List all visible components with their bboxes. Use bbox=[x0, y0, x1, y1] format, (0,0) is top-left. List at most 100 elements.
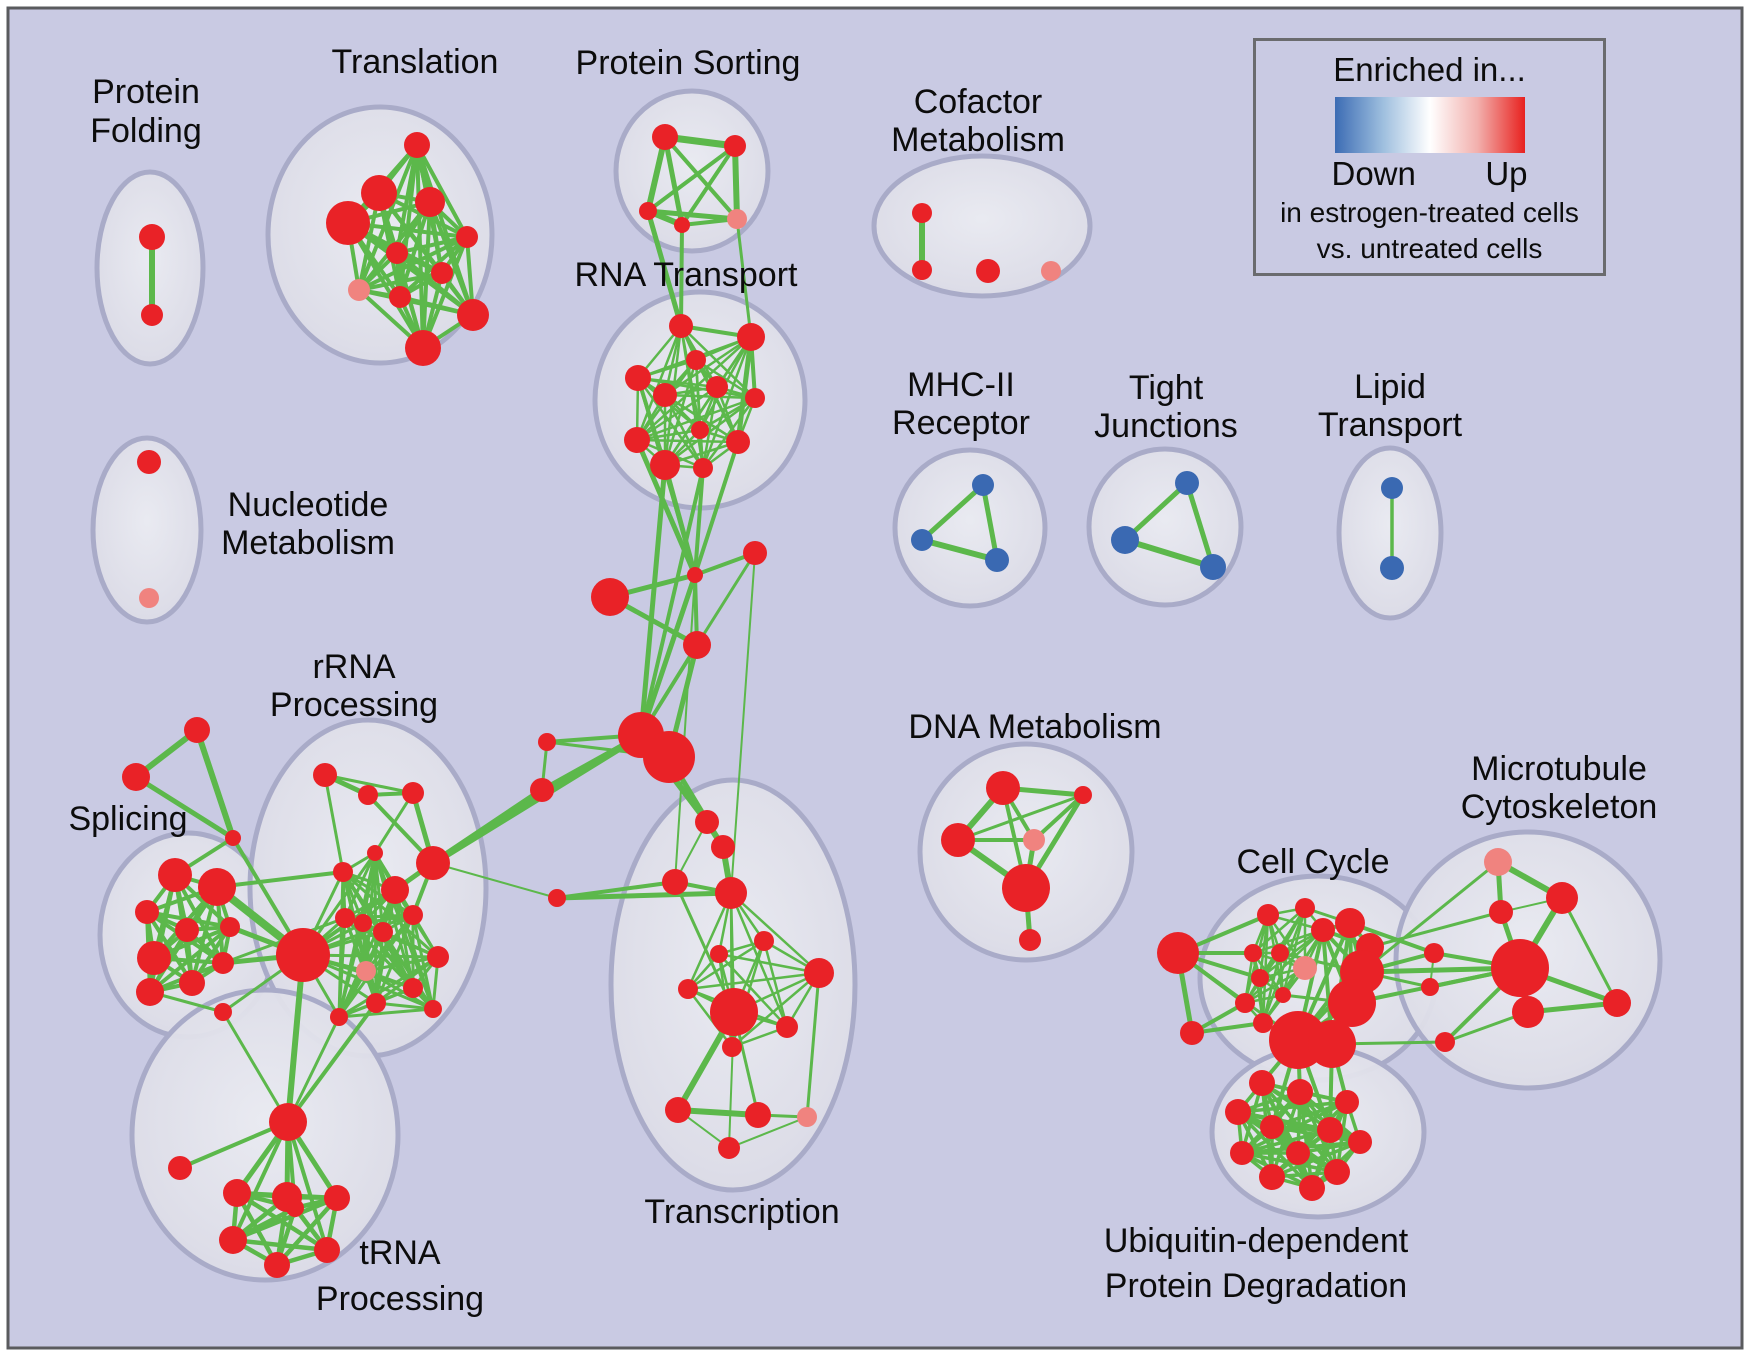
edge bbox=[693, 440, 740, 577]
edge bbox=[919, 482, 986, 543]
node-rr10 bbox=[403, 905, 423, 925]
node-tx15 bbox=[718, 1137, 740, 1159]
edge bbox=[373, 791, 415, 855]
node-u5 bbox=[1317, 1117, 1343, 1143]
cluster-translation-label: Translation bbox=[332, 43, 499, 81]
node-t8 bbox=[348, 279, 370, 301]
edge bbox=[701, 396, 757, 470]
edge bbox=[323, 773, 345, 874]
edge bbox=[1560, 896, 1619, 1005]
cluster-trna-processing-ellipse bbox=[129, 987, 401, 1283]
node-r8 bbox=[624, 427, 650, 453]
node-j2 bbox=[743, 541, 767, 565]
node-rr1 bbox=[313, 763, 337, 787]
node-nm2 bbox=[139, 588, 159, 608]
edge bbox=[395, 235, 469, 255]
legend-caption-line1: in estrogen-treated cells bbox=[1280, 197, 1579, 228]
node-t5 bbox=[456, 226, 478, 248]
legend-caption-line2: vs. untreated cells bbox=[1316, 233, 1543, 264]
node-tn5 bbox=[314, 1237, 340, 1263]
node-p4 bbox=[674, 217, 690, 233]
edge bbox=[357, 271, 444, 292]
edge bbox=[732, 143, 740, 222]
cluster-lipid-transport-ellipse bbox=[1336, 445, 1444, 621]
node-u2 bbox=[1287, 1079, 1313, 1105]
cluster-trna-processing-label: tRNA bbox=[359, 1234, 441, 1272]
node-nm1 bbox=[137, 450, 161, 474]
node-u9 bbox=[1259, 1164, 1285, 1190]
node-rr5 bbox=[367, 845, 383, 861]
node-c7 bbox=[1275, 987, 1291, 1003]
node-sp1 bbox=[158, 858, 192, 892]
cluster-transcription-label: Transcription bbox=[644, 1193, 839, 1231]
node-tx8 bbox=[678, 979, 698, 999]
node-m4 bbox=[1512, 996, 1544, 1028]
node-rr12 bbox=[356, 961, 376, 981]
node-tn7 bbox=[286, 1199, 304, 1217]
edge bbox=[730, 552, 756, 894]
edge bbox=[286, 1120, 329, 1252]
node-tx9 bbox=[710, 988, 758, 1036]
node-m6 bbox=[1424, 943, 1444, 963]
cluster-microtubule-cytoskeleton-label: Microtubule bbox=[1471, 750, 1647, 788]
node-rr6 bbox=[381, 876, 409, 904]
edge bbox=[432, 862, 558, 899]
edge bbox=[286, 1001, 378, 1124]
node-u1 bbox=[1249, 1070, 1275, 1096]
node-cf3 bbox=[976, 259, 1000, 283]
node-u8 bbox=[1324, 1159, 1350, 1185]
cluster-nucleotide-metabolism-label: Nucleotide bbox=[228, 486, 389, 524]
edge bbox=[762, 939, 789, 1029]
cluster-mhc-ii-receptor-label: MHC-II bbox=[907, 366, 1015, 404]
node-g2 bbox=[643, 731, 695, 783]
edge bbox=[411, 913, 435, 1011]
legend-down-label: Down bbox=[1331, 155, 1416, 192]
node-m1 bbox=[1546, 882, 1578, 914]
edge bbox=[1122, 480, 1190, 543]
node-r2 bbox=[737, 323, 765, 351]
edge bbox=[194, 727, 236, 841]
node-u6 bbox=[1230, 1141, 1254, 1165]
edge bbox=[805, 971, 821, 1119]
cluster-cofactor-metabolism-label: Cofactor bbox=[914, 83, 1043, 121]
edge bbox=[729, 891, 821, 975]
cluster-cofactor-metabolism-ellipse bbox=[871, 153, 1093, 299]
edge bbox=[679, 223, 684, 328]
node-m7 bbox=[1421, 978, 1439, 996]
node-rr2 bbox=[358, 785, 378, 805]
cluster-protein-sorting-label: Protein Sorting bbox=[576, 44, 801, 82]
node-lt1 bbox=[1381, 477, 1403, 499]
node-r11 bbox=[693, 458, 713, 478]
edge bbox=[638, 462, 668, 738]
node-rr15 bbox=[330, 1008, 348, 1026]
node-sp6 bbox=[137, 941, 171, 975]
node-d3 bbox=[941, 823, 975, 857]
node-d4 bbox=[1023, 829, 1045, 851]
node-sp7 bbox=[136, 978, 164, 1006]
edge bbox=[286, 1015, 341, 1124]
node-sp8 bbox=[179, 970, 205, 996]
edge bbox=[663, 393, 740, 444]
edge bbox=[231, 1120, 290, 1242]
edge bbox=[337, 1007, 435, 1019]
node-j4 bbox=[683, 631, 711, 659]
node-tn3 bbox=[324, 1185, 350, 1211]
cluster-protein-sorting-ellipse bbox=[613, 88, 771, 254]
edge bbox=[1270, 1100, 1349, 1179]
node-tx7 bbox=[804, 958, 834, 988]
edge bbox=[1310, 1100, 1349, 1190]
node-tn4 bbox=[219, 1226, 247, 1254]
edge bbox=[133, 774, 236, 841]
edge bbox=[415, 143, 469, 239]
edge bbox=[686, 891, 733, 991]
node-u10 bbox=[1299, 1175, 1325, 1201]
edge bbox=[1243, 928, 1325, 1005]
node-m3 bbox=[1491, 939, 1549, 997]
node-c9 bbox=[1311, 918, 1335, 942]
node-m2 bbox=[1489, 900, 1513, 924]
cluster-trna-processing-label: Processing bbox=[316, 1280, 484, 1318]
node-t9 bbox=[389, 286, 411, 308]
node-j1 bbox=[687, 567, 703, 583]
node-mh2 bbox=[911, 529, 933, 551]
node-co bbox=[1157, 932, 1199, 974]
